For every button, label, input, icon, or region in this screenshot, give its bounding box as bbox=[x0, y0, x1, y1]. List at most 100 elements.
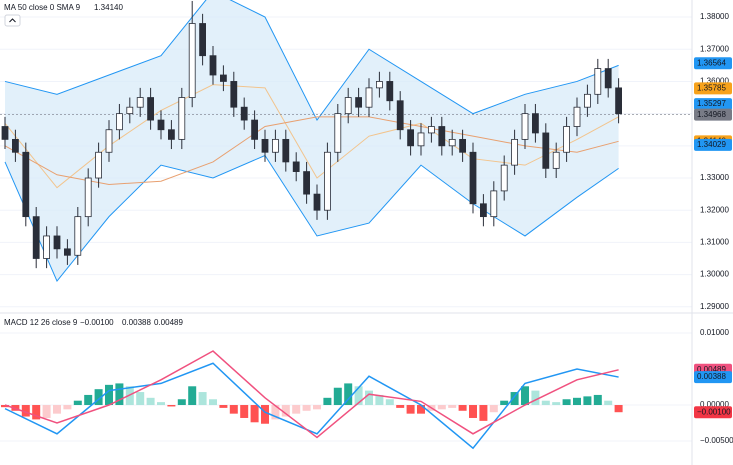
candle-body bbox=[459, 138, 467, 153]
histogram-bar bbox=[573, 397, 581, 406]
candle-body bbox=[521, 113, 529, 140]
histogram-bar bbox=[292, 405, 301, 414]
candle-body bbox=[355, 97, 363, 108]
histogram-bar bbox=[177, 399, 186, 406]
candle-body bbox=[490, 190, 498, 218]
candle-body bbox=[11, 138, 19, 153]
indicator-line bbox=[4, 154, 619, 282]
candle-body bbox=[1, 126, 9, 140]
candle-body bbox=[105, 129, 113, 153]
histogram-bar bbox=[448, 405, 457, 408]
histogram-bar bbox=[209, 399, 217, 406]
histogram-bar bbox=[365, 390, 373, 406]
histogram-bar bbox=[250, 405, 259, 423]
candle-body bbox=[32, 216, 40, 259]
candle-body bbox=[365, 87, 373, 108]
candle-body bbox=[303, 171, 311, 195]
candle-body bbox=[84, 177, 92, 218]
histogram-bar bbox=[188, 386, 197, 406]
candle-body bbox=[126, 106, 134, 115]
candle-body bbox=[178, 97, 186, 140]
candle-body bbox=[542, 132, 550, 169]
y-tick-label: 0.01000 bbox=[700, 328, 729, 337]
indicator-line bbox=[4, 362, 619, 450]
candle-body bbox=[386, 81, 394, 102]
price-badge bbox=[694, 98, 732, 111]
collapse-button[interactable] bbox=[4, 14, 21, 27]
histogram-bar bbox=[73, 400, 82, 406]
histogram-bar bbox=[313, 405, 321, 410]
price-badge-label: 1.35297 bbox=[697, 99, 726, 108]
price-badge bbox=[694, 82, 732, 95]
y-tick-label: 1.29000 bbox=[700, 302, 729, 311]
candle-body bbox=[479, 203, 487, 218]
y-tick-label: 1.33000 bbox=[700, 173, 729, 182]
price-badge-label: 1.35785 bbox=[697, 83, 726, 92]
candle-body bbox=[43, 235, 50, 259]
histogram-bar bbox=[53, 405, 61, 414]
candle-body bbox=[417, 132, 425, 147]
candle-body bbox=[251, 119, 259, 140]
candle-body bbox=[532, 113, 539, 134]
histogram-bar bbox=[510, 392, 519, 406]
legend-value: 0.00489 bbox=[154, 318, 183, 327]
candle-body bbox=[573, 106, 581, 127]
candle-body bbox=[95, 151, 102, 179]
histogram-bar bbox=[333, 387, 342, 406]
candle-body bbox=[313, 193, 321, 211]
candle-body bbox=[219, 74, 227, 82]
histogram-bar bbox=[261, 405, 269, 424]
candle-body bbox=[147, 97, 155, 121]
candle-body bbox=[427, 126, 435, 134]
histogram-bar bbox=[417, 405, 425, 414]
histogram-bar bbox=[354, 386, 363, 406]
histogram-bar bbox=[198, 392, 207, 406]
candle-body bbox=[116, 113, 123, 131]
price-panel bbox=[0, 0, 692, 308]
histogram-bar bbox=[167, 405, 176, 407]
candle-body bbox=[584, 93, 591, 108]
candle-body bbox=[22, 151, 30, 218]
histogram-bar bbox=[63, 405, 72, 410]
legend-text: MA 50 close 0 SMA 9 bbox=[4, 3, 81, 12]
y-tick-label: 1.32000 bbox=[700, 205, 729, 214]
candle-body bbox=[438, 126, 446, 147]
candle-body bbox=[344, 97, 352, 115]
histogram-bar bbox=[1, 405, 9, 408]
candle-body bbox=[552, 151, 560, 169]
candle-body bbox=[74, 216, 82, 256]
histogram-bar bbox=[157, 402, 165, 406]
histogram-bar bbox=[344, 383, 353, 406]
axes: 1.380001.370001.360001.350001.340001.330… bbox=[694, 12, 733, 445]
histogram-bar bbox=[593, 394, 602, 406]
histogram-bar bbox=[219, 405, 228, 408]
y-tick-label: 0.00000 bbox=[700, 400, 729, 409]
y-tick-label: 1.37000 bbox=[700, 44, 729, 53]
candle-body bbox=[230, 81, 238, 108]
candle-body bbox=[271, 138, 279, 153]
candle-body bbox=[407, 129, 415, 147]
price-badge-label: 0.00489 bbox=[697, 365, 726, 374]
y-tick-label: 1.36000 bbox=[700, 77, 729, 86]
histogram-bar bbox=[240, 405, 249, 418]
histogram-bar bbox=[136, 392, 145, 406]
histogram-bar bbox=[271, 405, 280, 420]
legend-value: 0.00388 bbox=[122, 318, 151, 327]
histogram-bar bbox=[229, 405, 238, 414]
histogram-bar bbox=[583, 396, 592, 406]
candle-body bbox=[396, 100, 404, 131]
price-badge-label: 1.34968 bbox=[697, 110, 726, 119]
candle-body bbox=[53, 235, 61, 250]
price-badge bbox=[694, 57, 732, 70]
histogram-bar bbox=[21, 405, 30, 417]
histogram-bar bbox=[396, 405, 405, 408]
histogram-bar bbox=[42, 405, 51, 418]
histogram-bar bbox=[521, 386, 529, 406]
histogram-bar bbox=[105, 384, 113, 406]
price-badge-label: 0.00388 bbox=[697, 372, 726, 381]
candle-body bbox=[261, 138, 269, 153]
candle-body bbox=[323, 151, 331, 211]
histogram-bar bbox=[146, 397, 155, 406]
candle-body bbox=[157, 119, 165, 131]
y-tick-label: 1.31000 bbox=[700, 238, 729, 247]
